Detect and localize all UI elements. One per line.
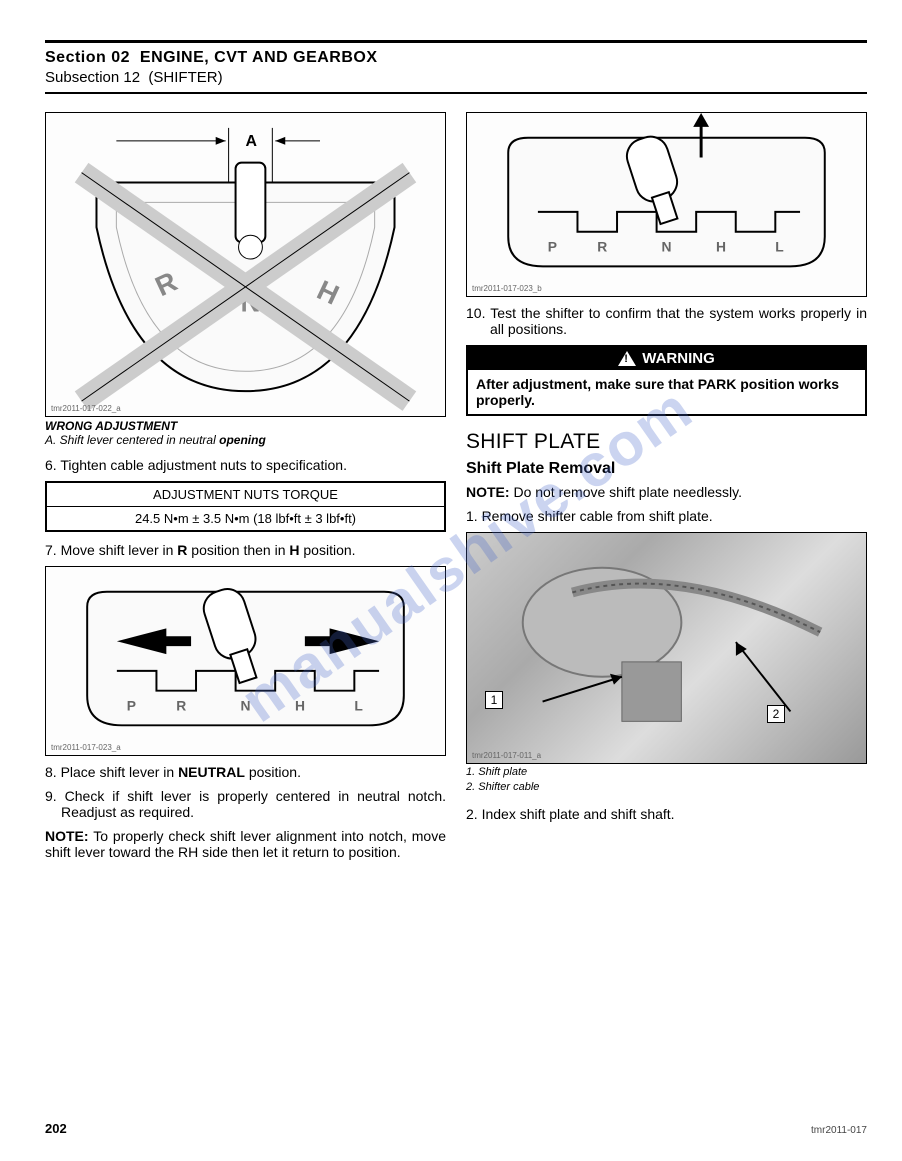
note-needlessly: NOTE: Do not remove shift plate needless… (466, 484, 867, 500)
two-column-layout: A R N H tmr2011-017-022_a WRONG ADJUSTME… (45, 112, 867, 866)
doc-reference: tmr2011-017 (811, 1125, 867, 1136)
section-label: Section 02 (45, 49, 130, 66)
note-alignment: NOTE: To properly check shift lever alig… (45, 828, 446, 860)
step-6: 6. Tighten cable adjustment nuts to spec… (45, 457, 446, 473)
figure-shift-rh: P R N H L tmr2011-017-023_a (45, 566, 446, 756)
shifter-diagram-wrong-icon: A R N H (46, 113, 445, 416)
subsection-title: (SHIFTER) (148, 69, 222, 86)
figure-shift-up: P R N H L tmr2011-017-023_b (466, 112, 867, 297)
figure-caption-title: WRONG ADJUSTMENT (45, 419, 446, 433)
callout-1: 1 (485, 691, 503, 709)
warning-box: WARNING After adjustment, make sure that… (466, 345, 867, 416)
warning-triangle-icon (618, 351, 636, 366)
step-2-index: 2. Index shift plate and shift shaft. (466, 806, 867, 822)
section-title-text: ENGINE, CVT AND GEARBOX (140, 49, 378, 66)
left-column: A R N H tmr2011-017-022_a WRONG ADJUSTME… (45, 112, 446, 866)
torque-table: ADJUSTMENT NUTS TORQUE 24.5 N•m ± 3.5 N•… (45, 481, 446, 532)
figure-id: tmr2011-017-022_a (51, 404, 121, 413)
svg-text:N: N (241, 697, 251, 713)
right-column: P R N H L tmr2011-017-023_b 10. Test the… (466, 112, 867, 866)
figure-caption-1: 1. Shift plate (466, 766, 867, 779)
page-number: 202 (45, 1121, 67, 1136)
step-1-remove-cable: 1. Remove shifter cable from shift plate… (466, 508, 867, 524)
svg-text:H: H (716, 238, 726, 254)
torque-value: 24.5 N•m ± 3.5 N•m (18 lbf•ft ± 3 lbf•ft… (46, 507, 445, 532)
figure-photo-shift-plate: 1 2 tmr2011-017-011_a (466, 532, 867, 764)
top-rule (45, 40, 867, 43)
svg-text:R: R (597, 238, 607, 254)
callout-2: 2 (767, 705, 785, 723)
heading-shift-plate-removal: Shift Plate Removal (466, 460, 867, 478)
section-header: Section 02 ENGINE, CVT AND GEARBOX (45, 49, 867, 67)
figure-id: tmr2011-017-011_a (472, 751, 541, 760)
torque-header: ADJUSTMENT NUTS TORQUE (46, 482, 445, 507)
photo-placeholder-icon: 1 2 (467, 533, 866, 763)
figure-caption-2: 2. Shifter cable (466, 781, 867, 794)
svg-text:N: N (662, 238, 672, 254)
subsection-label: Subsection 12 (45, 69, 140, 86)
step-7: 7. Move shift lever in R position then i… (45, 542, 446, 558)
svg-text:R: R (176, 697, 186, 713)
warning-body: After adjustment, make sure that PARK po… (468, 370, 865, 414)
mid-rule (45, 92, 867, 94)
warning-title: WARNING (642, 350, 715, 367)
step-10: 10. Test the shifter to confirm that the… (466, 305, 867, 337)
warning-header: WARNING (468, 347, 865, 370)
figure-id: tmr2011-017-023_b (472, 284, 542, 293)
heading-shift-plate: SHIFT PLATE (466, 430, 867, 454)
svg-text:H: H (295, 697, 305, 713)
shifter-diagram-rh-icon: P R N H L (46, 567, 445, 755)
figure-id: tmr2011-017-023_a (51, 743, 121, 752)
subsection-header: Subsection 12 (SHIFTER) (45, 69, 867, 86)
svg-text:L: L (354, 697, 363, 713)
figure-wrong-adjustment: A R N H tmr2011-017-022_a (45, 112, 446, 417)
shifter-diagram-up-icon: P R N H L (467, 113, 866, 296)
step-8: 8. Place shift lever in NEUTRAL position… (45, 764, 446, 780)
svg-text:P: P (548, 238, 557, 254)
step-9: 9. Check if shift lever is properly cent… (45, 788, 446, 820)
dim-label-a: A (246, 133, 258, 150)
figure-caption-a: A. Shift lever centered in neutral openi… (45, 433, 446, 447)
svg-text:P: P (127, 697, 136, 713)
svg-text:L: L (775, 238, 784, 254)
